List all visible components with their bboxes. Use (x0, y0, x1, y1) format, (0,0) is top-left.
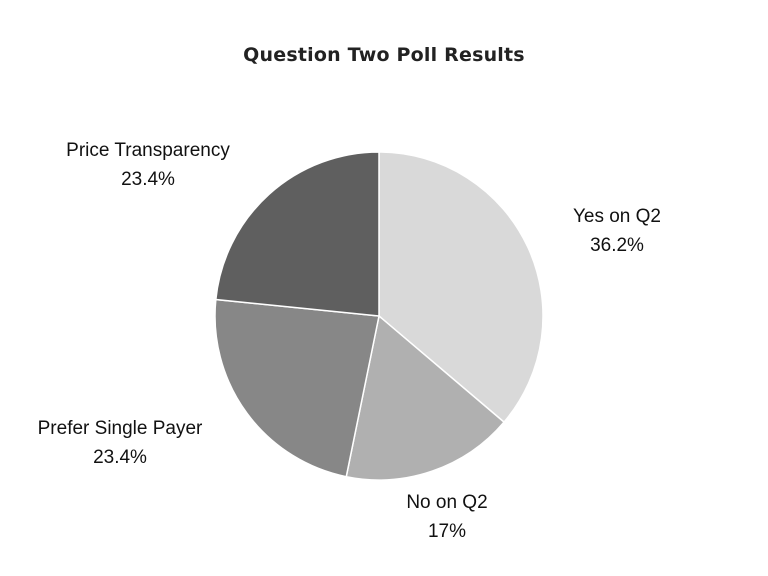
slice-value-label: 36.2% (590, 235, 644, 256)
slice-label: Yes on Q2 (573, 206, 661, 227)
slice-value-label: 23.4% (121, 169, 175, 190)
pie-slice-price-transparency (215, 151, 380, 317)
slice-label: Price Transparency (66, 140, 230, 161)
pie-slice-prefer-single-payer (214, 298, 380, 478)
chart-title: Question Two Poll Results (243, 44, 525, 66)
slice-label: No on Q2 (406, 492, 487, 513)
pie-slice-yes-on-q2 (378, 151, 544, 424)
slice-value-label: 17% (428, 521, 466, 542)
slice-label: Prefer Single Payer (38, 418, 203, 439)
pie-slice-no-on-q2 (345, 314, 506, 481)
slice-value-label: 23.4% (93, 447, 147, 468)
